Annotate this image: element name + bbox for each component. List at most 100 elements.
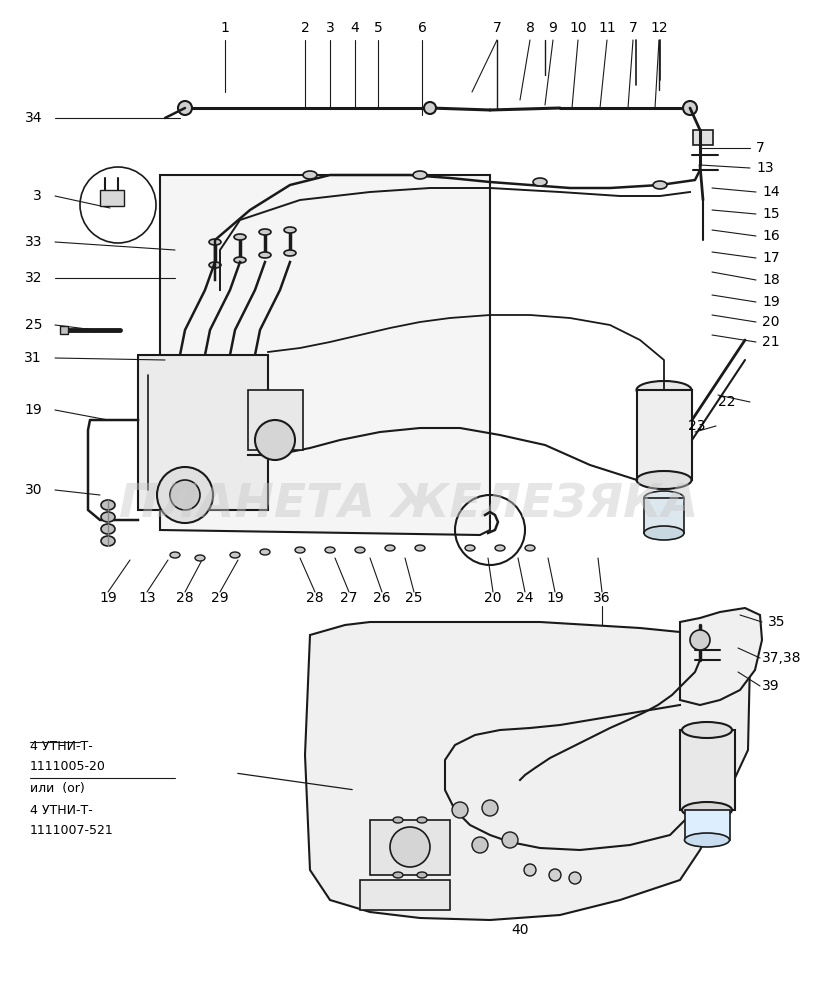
Ellipse shape xyxy=(393,872,403,878)
Text: 19: 19 xyxy=(546,591,564,605)
Ellipse shape xyxy=(101,536,115,546)
Text: 1111005-20: 1111005-20 xyxy=(30,760,106,773)
Ellipse shape xyxy=(325,547,335,553)
Text: 15: 15 xyxy=(762,207,780,221)
Ellipse shape xyxy=(101,500,115,510)
Text: 13: 13 xyxy=(138,591,155,605)
Bar xyxy=(360,880,450,910)
Text: 24: 24 xyxy=(516,591,534,605)
Circle shape xyxy=(683,101,697,115)
Ellipse shape xyxy=(415,545,425,551)
Text: 34: 34 xyxy=(25,111,42,125)
Bar xyxy=(693,130,713,145)
Ellipse shape xyxy=(295,547,305,553)
Text: 3: 3 xyxy=(34,189,42,203)
Text: 37,38: 37,38 xyxy=(762,651,802,665)
Text: 4 УТНИ-Т-: 4 УТНИ-Т- xyxy=(30,740,92,753)
Ellipse shape xyxy=(209,262,221,268)
Ellipse shape xyxy=(644,526,684,540)
Text: 11: 11 xyxy=(598,21,616,35)
Text: 8: 8 xyxy=(525,21,534,35)
Text: 40: 40 xyxy=(511,923,528,937)
Ellipse shape xyxy=(230,552,240,558)
Ellipse shape xyxy=(465,545,475,551)
Ellipse shape xyxy=(284,227,296,233)
Text: 26: 26 xyxy=(373,591,391,605)
Polygon shape xyxy=(160,175,490,535)
Circle shape xyxy=(472,837,488,853)
Circle shape xyxy=(424,102,436,114)
Bar xyxy=(680,730,735,810)
Ellipse shape xyxy=(644,491,684,505)
Text: 7: 7 xyxy=(492,21,501,35)
Text: 20: 20 xyxy=(762,315,780,329)
Circle shape xyxy=(170,480,200,510)
Text: или  (or): или (or) xyxy=(30,782,85,795)
Text: 19: 19 xyxy=(25,403,42,417)
Ellipse shape xyxy=(101,524,115,534)
Ellipse shape xyxy=(685,833,730,847)
Bar xyxy=(370,820,450,875)
Circle shape xyxy=(549,869,561,881)
Text: 13: 13 xyxy=(756,161,774,175)
Text: 7: 7 xyxy=(628,21,637,35)
Bar xyxy=(637,390,692,480)
Text: 20: 20 xyxy=(484,591,501,605)
Ellipse shape xyxy=(260,549,270,555)
Ellipse shape xyxy=(385,545,395,551)
Ellipse shape xyxy=(417,872,427,878)
Bar xyxy=(248,390,303,450)
Ellipse shape xyxy=(209,239,221,245)
Bar xyxy=(100,190,124,206)
Circle shape xyxy=(452,802,468,818)
Text: 36: 36 xyxy=(593,591,611,605)
Ellipse shape xyxy=(303,171,317,179)
Ellipse shape xyxy=(259,229,271,235)
Ellipse shape xyxy=(284,250,296,256)
Circle shape xyxy=(178,101,192,115)
Ellipse shape xyxy=(533,178,547,186)
Text: 1111007-521: 1111007-521 xyxy=(30,824,114,837)
Ellipse shape xyxy=(636,471,691,489)
Text: 4: 4 xyxy=(351,21,359,35)
Text: 16: 16 xyxy=(762,229,780,243)
Ellipse shape xyxy=(101,512,115,522)
Text: 19: 19 xyxy=(762,295,780,309)
Text: 19: 19 xyxy=(99,591,117,605)
Text: 18: 18 xyxy=(762,273,780,287)
Text: 3: 3 xyxy=(326,21,335,35)
Ellipse shape xyxy=(417,817,427,823)
Polygon shape xyxy=(680,608,762,705)
Ellipse shape xyxy=(259,252,271,258)
Ellipse shape xyxy=(355,547,365,553)
Ellipse shape xyxy=(682,722,732,738)
Ellipse shape xyxy=(170,552,180,558)
Circle shape xyxy=(482,800,498,816)
Text: 4 УТНИ-Т-: 4 УТНИ-Т- xyxy=(30,804,92,817)
Text: 28: 28 xyxy=(176,591,194,605)
Text: 10: 10 xyxy=(569,21,587,35)
Text: ПЛАНЕТА ЖЕЛЕЗЯКА: ПЛАНЕТА ЖЕЛЕЗЯКА xyxy=(119,483,699,528)
Text: 14: 14 xyxy=(762,185,780,199)
Ellipse shape xyxy=(195,555,205,561)
Text: 33: 33 xyxy=(25,235,42,249)
Ellipse shape xyxy=(653,181,667,189)
Text: 9: 9 xyxy=(549,21,557,35)
Ellipse shape xyxy=(234,257,246,263)
Circle shape xyxy=(524,864,536,876)
Text: 23: 23 xyxy=(688,419,705,433)
Ellipse shape xyxy=(495,545,505,551)
Bar xyxy=(138,355,268,510)
Text: 30: 30 xyxy=(25,483,42,497)
Ellipse shape xyxy=(413,171,427,179)
Text: 5: 5 xyxy=(374,21,382,35)
Text: 1: 1 xyxy=(221,21,229,35)
Circle shape xyxy=(390,827,430,867)
Text: 7: 7 xyxy=(756,141,765,155)
Ellipse shape xyxy=(525,545,535,551)
Text: 25: 25 xyxy=(405,591,423,605)
Text: 2: 2 xyxy=(301,21,309,35)
Text: 39: 39 xyxy=(762,679,780,693)
Text: 12: 12 xyxy=(650,21,667,35)
Ellipse shape xyxy=(636,381,691,399)
